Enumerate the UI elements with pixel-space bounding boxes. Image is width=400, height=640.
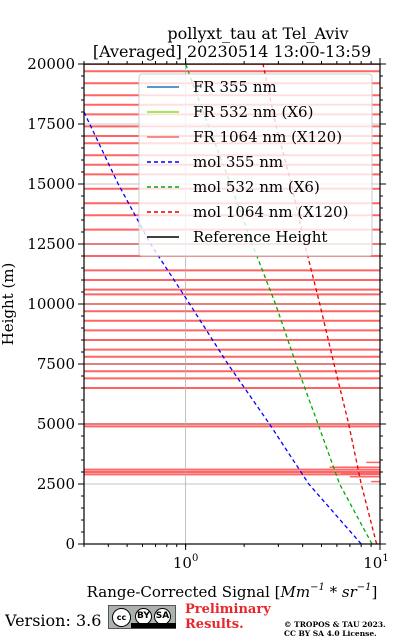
series-line	[84, 111, 362, 544]
legend-entry: mol 1064 nm (X120)	[193, 203, 348, 221]
version-label: Version: 3.6	[5, 611, 102, 630]
copyright-line-2: CC BY SA 4.0 License.	[284, 629, 377, 638]
x-axis-label: Range-Corrected Signal [Mm−1 * sr−1]	[87, 582, 378, 600]
y-tick-label: 20000	[27, 55, 75, 73]
y-tick-label: 10000	[27, 295, 75, 313]
chart-title: pollyxt_tau at Tel_Aviv	[167, 24, 348, 43]
x-tick-label: 100	[173, 553, 198, 572]
preliminary-line-2: Results.	[185, 617, 244, 632]
y-tick-label: 12500	[27, 235, 75, 253]
x-tick-label: 101	[363, 553, 388, 572]
legend-entry: mol 355 nm	[193, 153, 283, 171]
cc-license-badge[interactable]: cc BY SA	[108, 605, 176, 629]
legend-entry: FR 355 nm	[193, 78, 277, 96]
series-line	[262, 64, 378, 544]
svg-text:Range-Corrected Signal [Mm−1 *: Range-Corrected Signal [Mm−1 * sr−1]	[87, 582, 378, 600]
y-tick-label: 15000	[27, 175, 75, 193]
cc-badge-strip	[131, 623, 176, 628]
legend-box	[138, 73, 373, 257]
y-tick-label: 5000	[37, 415, 75, 433]
preliminary-notice: Preliminary Results.	[185, 602, 271, 632]
y-tick-label: 17500	[27, 115, 75, 133]
copyright-line-1: © TROPOS & TAU 2023.	[284, 620, 386, 629]
cc-icon: cc	[112, 608, 131, 627]
chart-figure: pollyxt_tau at Tel_Aviv [Averaged] 20230…	[0, 24, 389, 600]
chart-subtitle: [Averaged] 20230514 13:00-13:59	[93, 42, 371, 61]
y-axis-label: Height (m)	[0, 263, 17, 346]
sa-icon: SA	[154, 608, 171, 625]
legend: FR 355 nm FR 532 nm (X6) FR 1064 nm (X120)…	[138, 73, 373, 257]
y-tick-label: 7500	[37, 355, 75, 373]
y-tick-label: 0	[65, 535, 75, 553]
legend-entry: FR 532 nm (X6)	[193, 103, 313, 121]
legend-entry: mol 532 nm (X6)	[193, 178, 320, 196]
legend-entry: FR 1064 nm (X120)	[193, 128, 342, 146]
y-tick-label: 2500	[37, 475, 75, 493]
copyright-notice: © TROPOS & TAU 2023. CC BY SA 4.0 Licens…	[284, 620, 386, 638]
preliminary-line-1: Preliminary	[185, 602, 271, 617]
legend-entry: Reference Height	[193, 228, 327, 246]
